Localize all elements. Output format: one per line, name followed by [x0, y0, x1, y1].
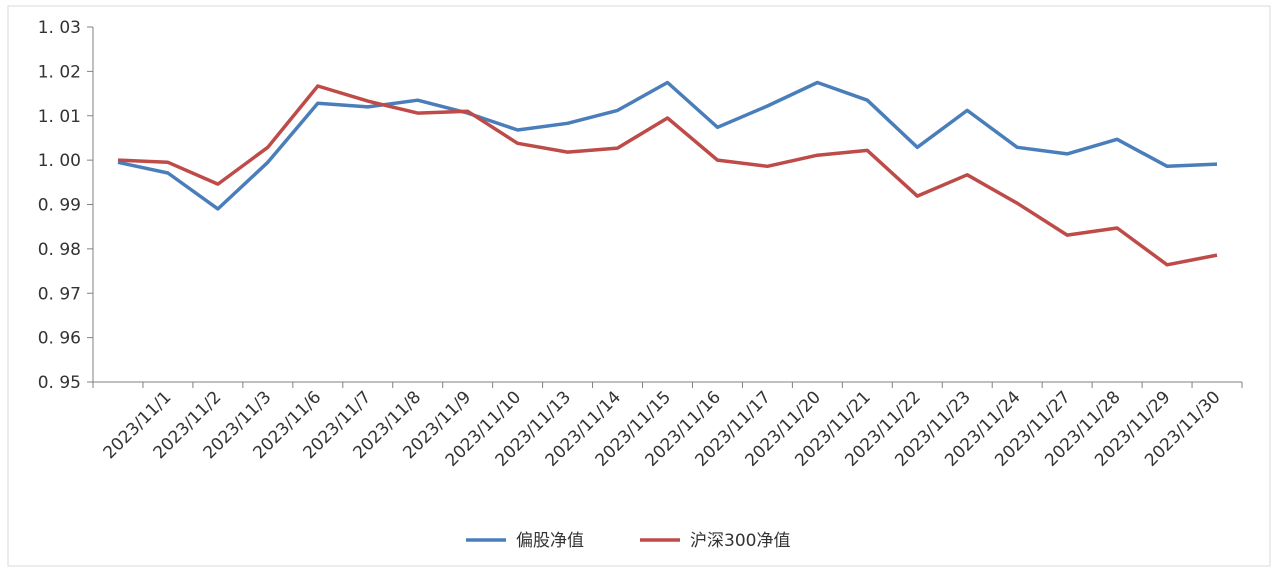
legend-label: 偏股净值 [516, 531, 584, 551]
series-line [117, 84, 1218, 267]
y-tick-label: 0. 96 [38, 329, 81, 349]
y-tick-label: 0. 99 [38, 196, 81, 216]
y-tick-label: 0. 98 [38, 240, 81, 260]
y-tick-label: 1. 01 [38, 107, 81, 127]
y-tick-label: 1. 03 [38, 18, 81, 38]
y-tick-label: 0. 97 [38, 284, 81, 304]
y-tick-label: 0. 95 [38, 373, 81, 393]
series-line [117, 80, 1218, 211]
legend-label: 沪深300净值 [690, 531, 790, 551]
y-tick-label: 1. 00 [38, 151, 81, 171]
chart-frame [7, 5, 1271, 567]
y-tick-label: 1. 02 [38, 62, 81, 82]
